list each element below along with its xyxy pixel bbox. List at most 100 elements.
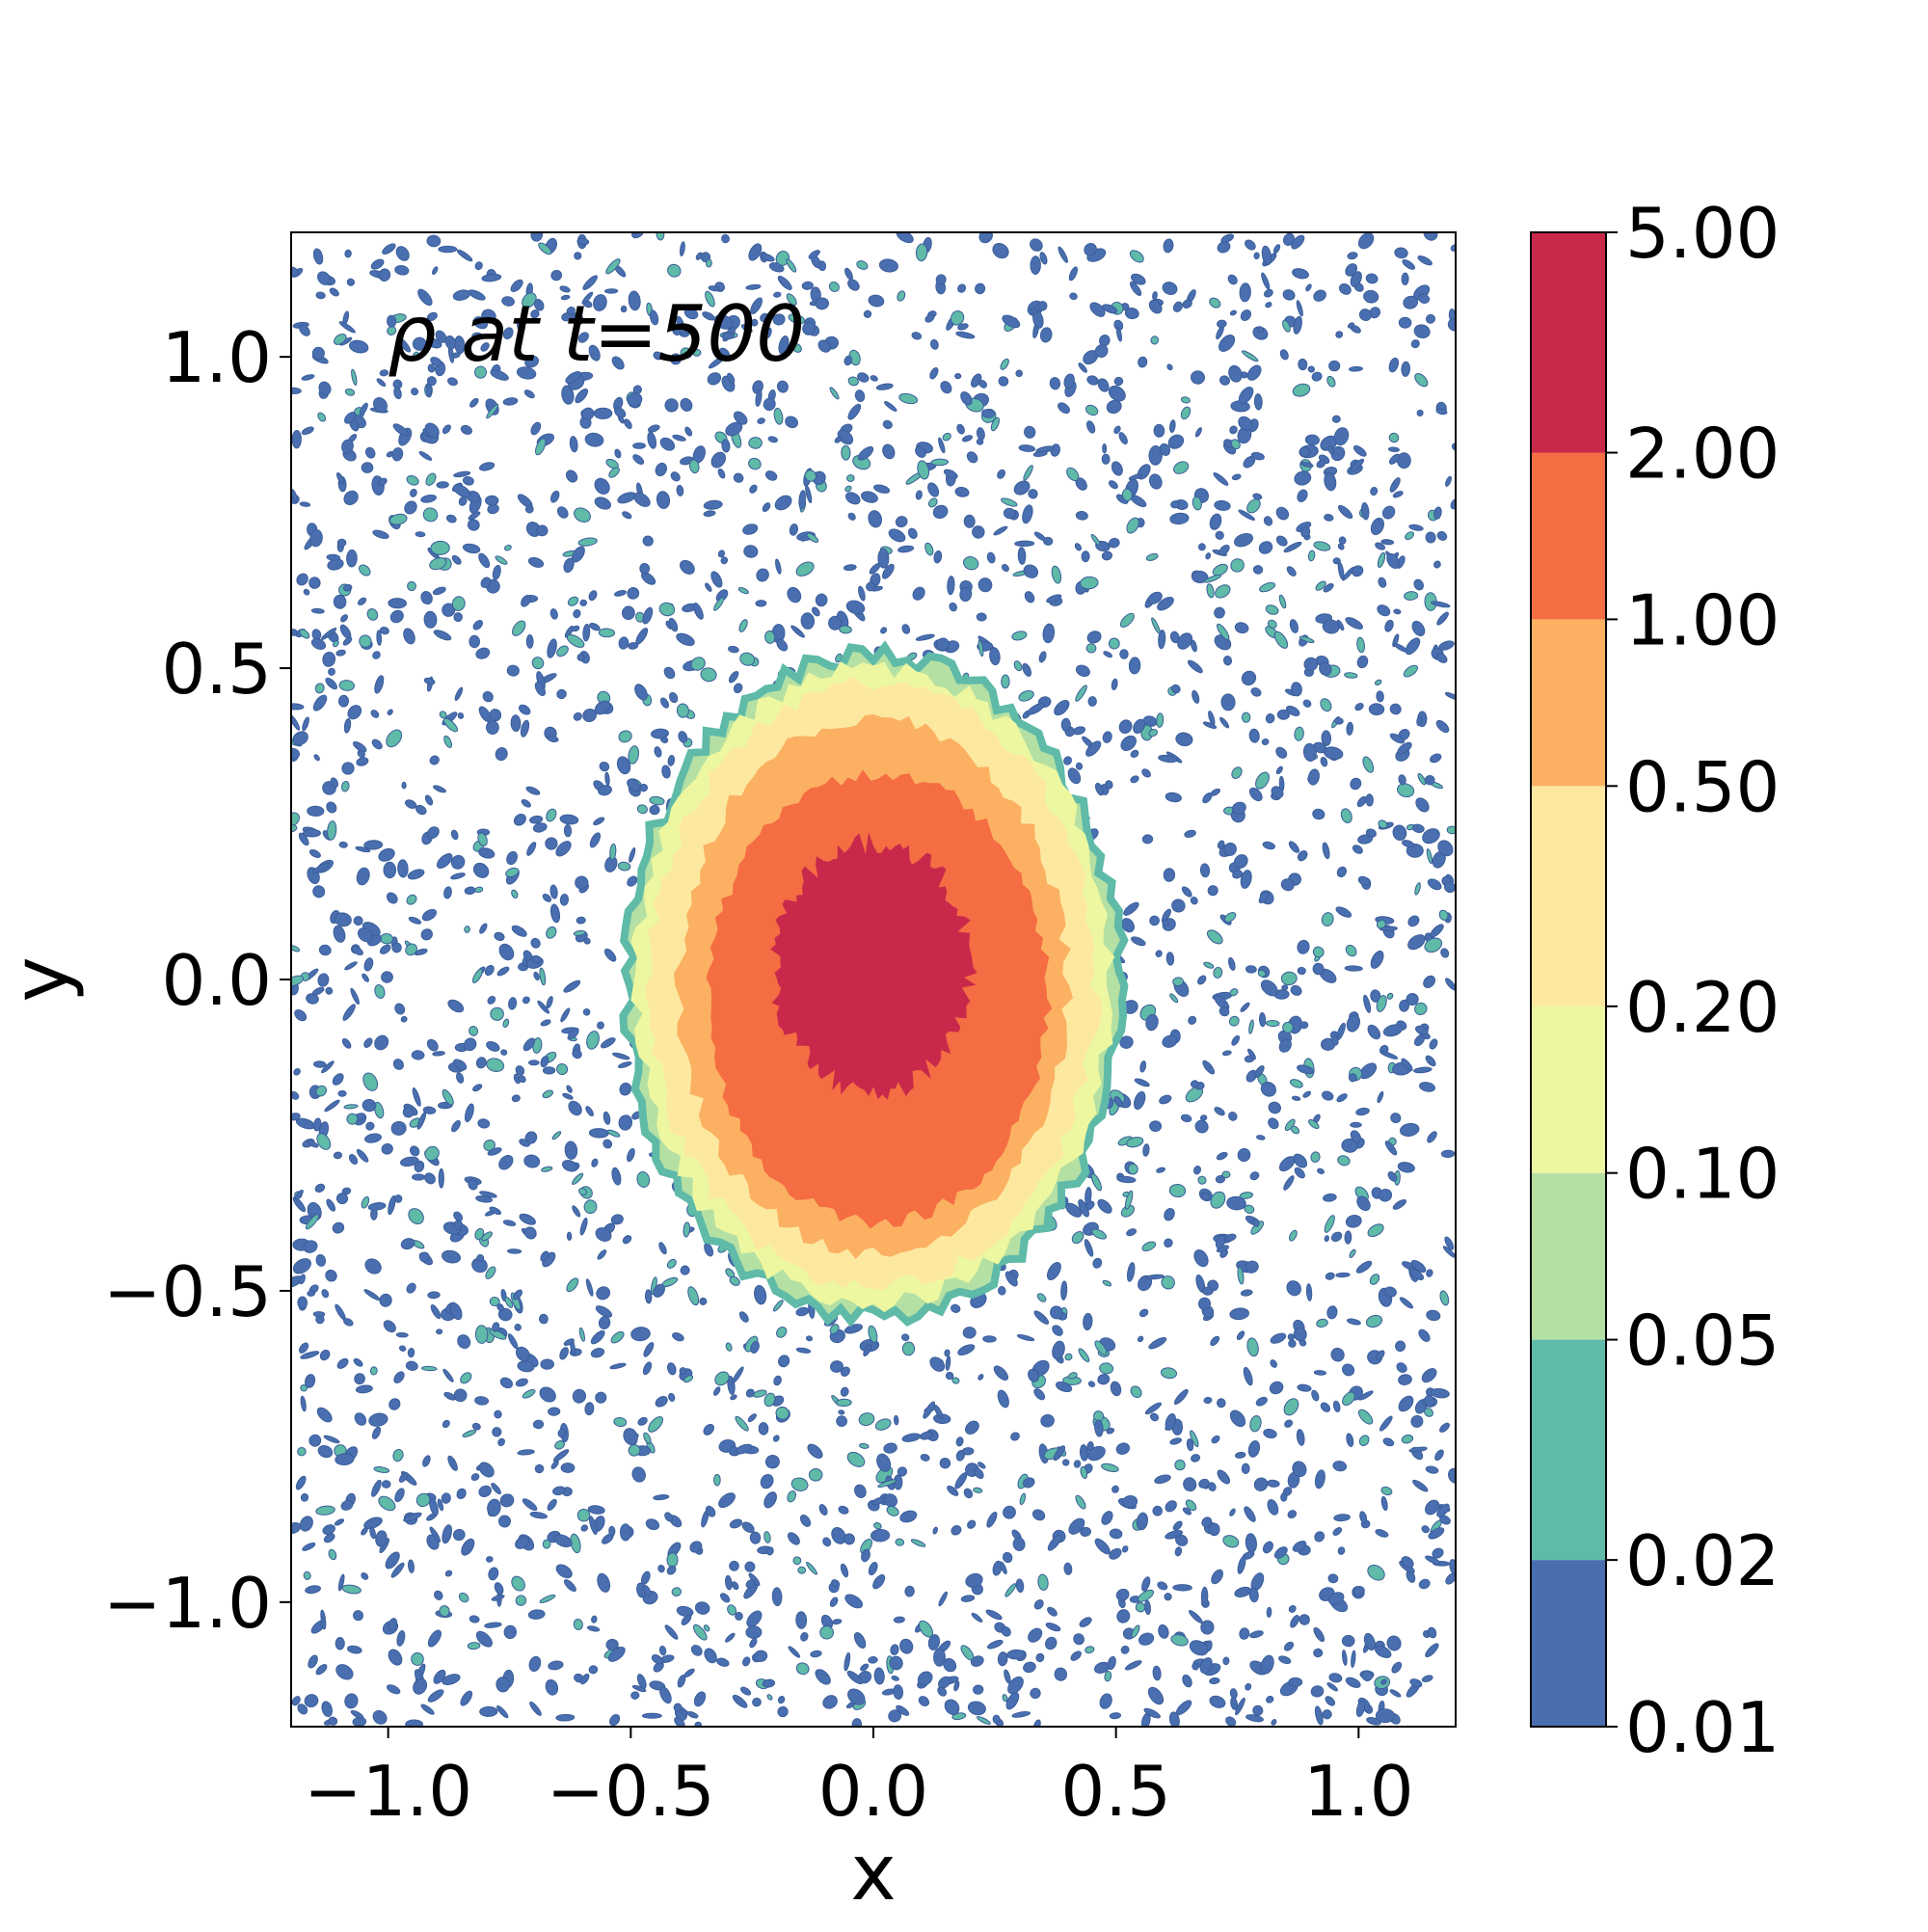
speckle-mark: [478, 706, 492, 723]
speckle-mark: [1313, 1648, 1324, 1658]
speckle-mark: [690, 657, 706, 671]
speckle-mark: [442, 717, 459, 733]
speckle-mark: [388, 1618, 398, 1631]
speckle-mark: [566, 1231, 573, 1241]
speckle-mark: [291, 387, 302, 394]
speckle-mark: [429, 755, 440, 765]
speckle-mark: [333, 639, 339, 648]
speckle-mark: [1108, 637, 1120, 650]
speckle-mark: [1141, 1576, 1151, 1592]
speckle-mark: [618, 636, 629, 650]
speckle-mark: [432, 586, 446, 596]
speckle-mark: [1284, 1419, 1294, 1428]
speckle-mark: [628, 290, 641, 311]
speckle-mark: [315, 1505, 335, 1516]
speckle-mark: [1229, 425, 1238, 435]
speckle-mark: [510, 279, 523, 292]
speckle-mark: [1011, 631, 1028, 641]
speckle-mark: [961, 435, 974, 443]
speckle-mark: [1042, 623, 1056, 644]
speckle-mark: [1298, 358, 1308, 371]
speckle-mark: [1239, 1192, 1253, 1199]
colorbar-tick-label: 0.02: [1625, 1520, 1780, 1601]
speckle-mark: [997, 1389, 1009, 1409]
speckle-mark: [1314, 1705, 1324, 1726]
speckle-mark: [997, 1651, 1008, 1667]
speckle-mark: [485, 495, 499, 506]
speckle-mark: [1265, 302, 1272, 309]
speckle-mark: [421, 908, 438, 922]
speckle-mark: [480, 342, 490, 352]
speckle-mark: [343, 490, 359, 506]
speckle-mark: [1045, 1636, 1058, 1650]
speckle-mark: [1411, 620, 1426, 637]
speckle-mark: [1118, 432, 1128, 445]
speckle-mark: [748, 437, 763, 449]
speckle-mark: [918, 1696, 930, 1707]
speckle-mark: [1435, 719, 1450, 734]
speckle-mark: [1015, 369, 1023, 378]
speckle-mark: [326, 553, 341, 561]
speckle-mark: [1209, 1677, 1220, 1685]
speckle-mark: [1340, 808, 1352, 823]
speckle-mark: [539, 1594, 556, 1603]
speckle-mark: [576, 916, 586, 925]
speckle-mark: [1266, 1606, 1272, 1618]
speckle-mark: [963, 514, 976, 528]
speckle-mark: [530, 937, 541, 949]
speckle-mark: [1027, 703, 1045, 715]
speckle-mark: [383, 861, 397, 879]
speckle-mark: [1283, 1641, 1295, 1651]
speckle-mark: [1291, 1095, 1301, 1101]
speckle-mark: [846, 474, 855, 482]
speckle-mark: [1331, 415, 1341, 423]
speckle-mark: [815, 1669, 831, 1685]
speckle-mark: [534, 438, 547, 456]
speckle-mark: [305, 1374, 316, 1388]
speckle-mark: [542, 1066, 556, 1075]
speckle-mark: [950, 1303, 961, 1313]
speckle-mark: [725, 421, 743, 437]
speckle-mark: [1387, 446, 1400, 452]
speckle-mark: [787, 586, 802, 604]
speckle-mark: [660, 697, 669, 709]
speckle-mark: [1393, 608, 1402, 615]
speckle-mark: [1245, 1682, 1252, 1691]
speckle-mark: [1416, 716, 1423, 727]
speckle-mark: [485, 720, 499, 735]
speckle-mark: [667, 1362, 677, 1376]
speckle-mark: [469, 397, 479, 408]
speckle-mark: [1203, 1396, 1213, 1405]
speckle-mark: [510, 714, 522, 733]
speckle-mark: [341, 1038, 352, 1049]
speckle-mark: [430, 540, 450, 555]
speckle-mark: [415, 804, 427, 816]
colorbar-segment: [1531, 1006, 1606, 1173]
speckle-mark: [386, 892, 398, 904]
speckle-mark: [1407, 915, 1420, 927]
speckle-mark: [1337, 1546, 1346, 1555]
speckle-mark: [930, 338, 939, 350]
speckle-mark: [1159, 1094, 1172, 1105]
colorbar-tick-label: 2.00: [1625, 414, 1780, 495]
speckle-mark: [1220, 693, 1236, 711]
speckle-mark: [1378, 577, 1387, 588]
speckle-mark: [1423, 975, 1436, 988]
speckle-mark: [1267, 619, 1277, 630]
speckle-mark: [1172, 1584, 1192, 1592]
colorbar-tick-label: 1.00: [1625, 579, 1780, 660]
speckle-mark: [1074, 543, 1083, 551]
speckle-mark: [742, 523, 759, 535]
speckle-mark: [1128, 657, 1141, 675]
speckle-mark: [1245, 1069, 1258, 1083]
colorbar-segment: [1531, 786, 1606, 1006]
speckle-mark: [292, 1258, 311, 1275]
speckle-mark: [1398, 316, 1412, 329]
speckle-mark: [1341, 1634, 1355, 1648]
speckle-mark: [1190, 897, 1198, 905]
x-tick-label: 0.5: [1060, 1751, 1171, 1832]
speckle-mark: [967, 1701, 986, 1716]
y-tick-label: 0.0: [161, 940, 272, 1021]
speckle-mark: [491, 1483, 501, 1495]
